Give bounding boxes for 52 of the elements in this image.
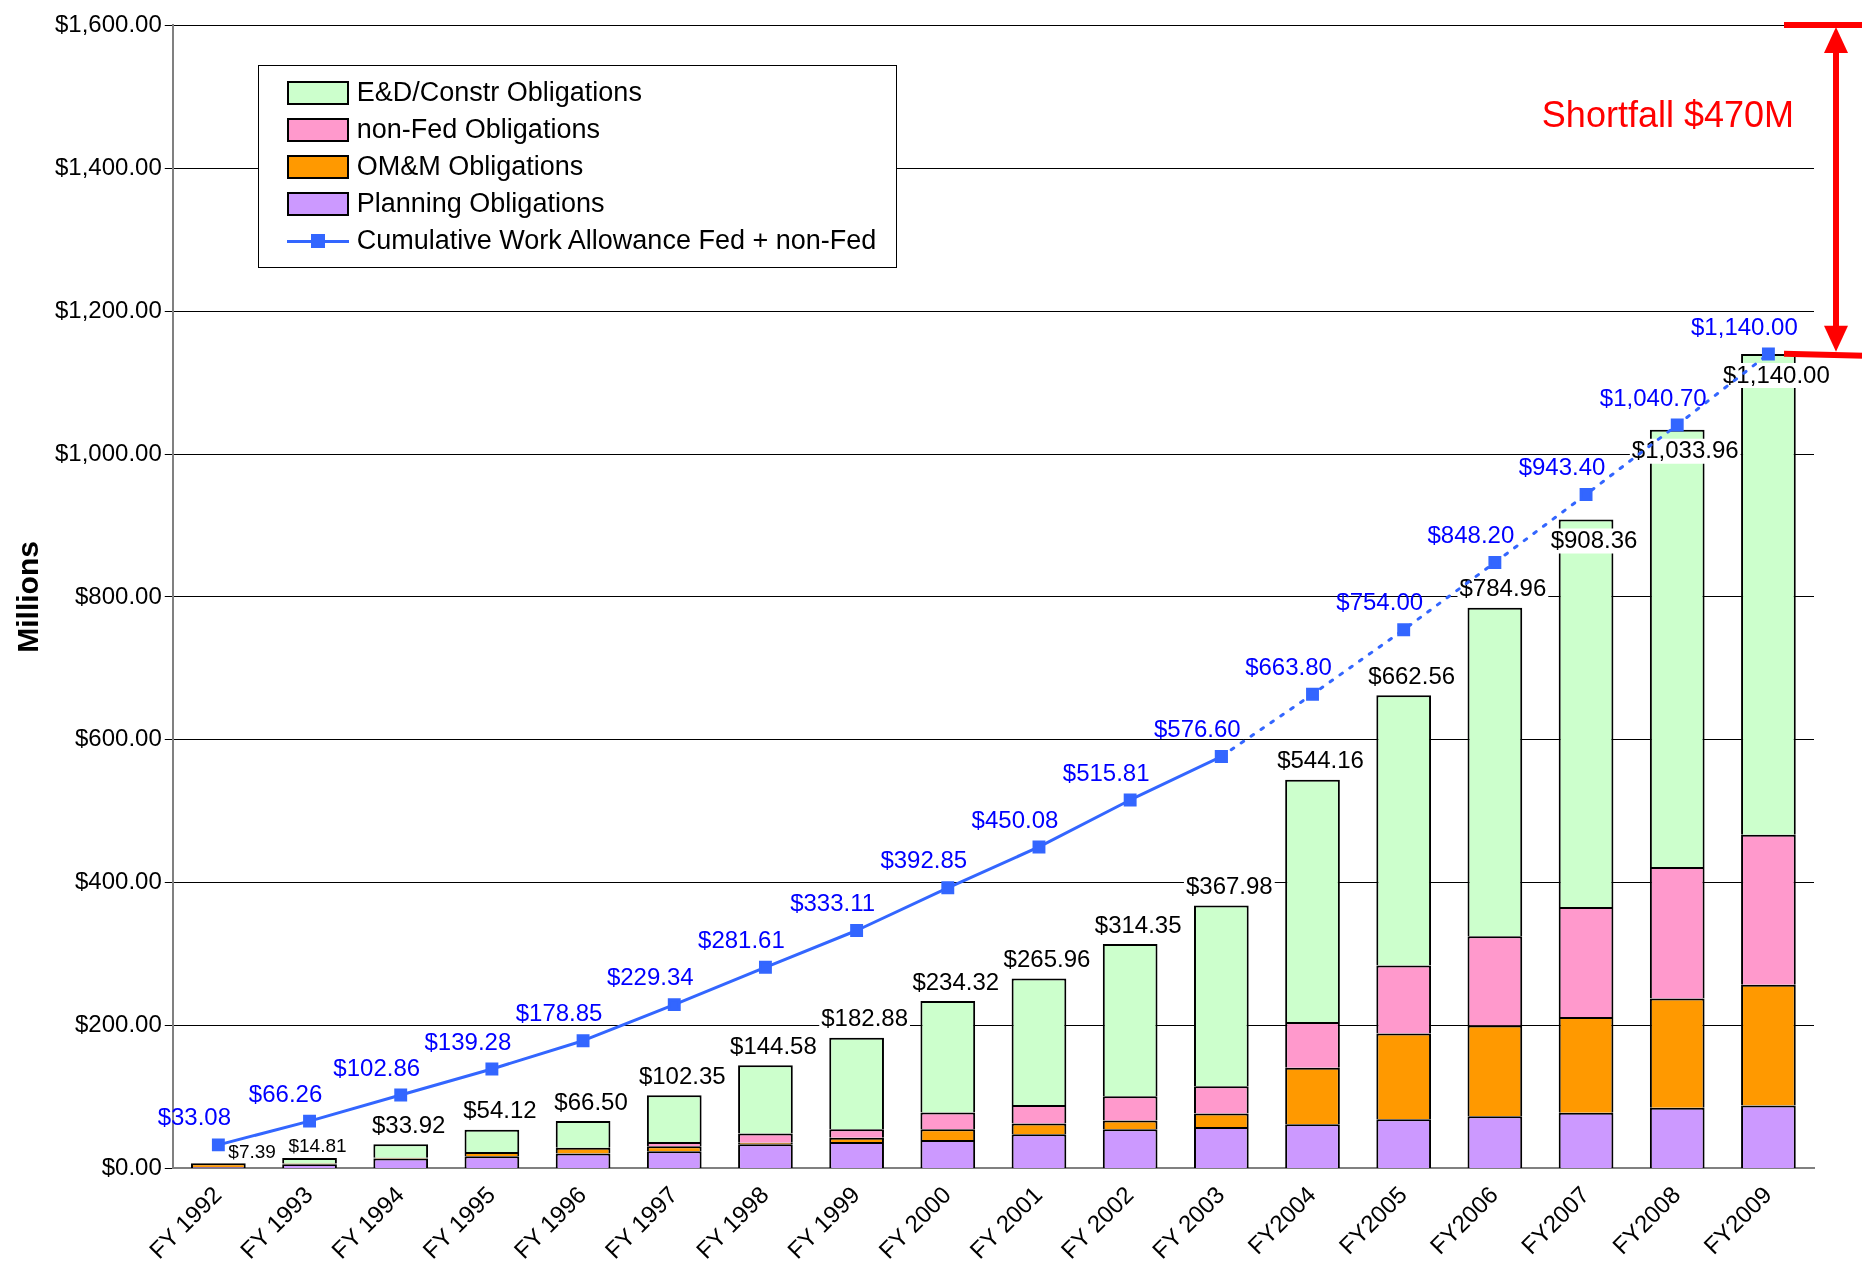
data-label: $281.61 xyxy=(698,925,785,953)
total-label: $265.96 xyxy=(1003,945,1091,973)
total-label: $144.58 xyxy=(730,1031,817,1059)
data-label: $576.60 xyxy=(1153,715,1241,743)
legend-label: Planning Obligations xyxy=(356,188,605,220)
legend-label: OM&M Obligations xyxy=(356,151,584,183)
data-label: $33.08 xyxy=(157,1103,232,1131)
total-label: $66.50 xyxy=(554,1087,628,1115)
total-label: $54.12 xyxy=(463,1096,537,1124)
annotation: Shortfall $470M xyxy=(1541,94,1794,136)
data-label: $102.86 xyxy=(333,1053,421,1081)
y-tick-label: $400.00 xyxy=(75,867,162,895)
data-label: $333.11 xyxy=(790,889,876,917)
total-label: $1,140.00 xyxy=(1723,360,1830,388)
total-label: $544.16 xyxy=(1277,746,1364,774)
data-label: $450.08 xyxy=(971,805,1059,833)
total-label: $234.32 xyxy=(912,967,1000,995)
total-label: $7.39 xyxy=(228,1141,276,1163)
total-label: $367.98 xyxy=(1185,872,1273,900)
total-label: $33.92 xyxy=(372,1110,446,1138)
data-label: $1,140.00 xyxy=(1691,312,1798,340)
y-tick-label: $1,600.00 xyxy=(54,10,162,38)
total-label: $14.81 xyxy=(288,1134,347,1156)
data-label: $139.28 xyxy=(424,1027,512,1055)
total-label: $1,033.96 xyxy=(1631,436,1739,464)
y-tick-label: $1,000.00 xyxy=(54,438,162,466)
y-tick-label: $0.00 xyxy=(101,1153,162,1181)
y-tick-label: $1,400.00 xyxy=(54,152,162,180)
total-label: $102.35 xyxy=(638,1061,726,1089)
legend-label: Cumulative Work Allowance Fed + non-Fed xyxy=(356,225,877,257)
y-tick-label: $1,200.00 xyxy=(54,295,162,323)
data-label: $663.80 xyxy=(1245,652,1332,680)
total-label: $784.96 xyxy=(1459,574,1547,602)
total-label: $662.56 xyxy=(1368,661,1456,689)
data-label: $229.34 xyxy=(606,963,694,991)
data-label: $178.85 xyxy=(515,999,603,1027)
data-label: $515.81 xyxy=(1062,758,1150,786)
total-label: $314.35 xyxy=(1094,910,1182,938)
total-label: $182.88 xyxy=(821,1004,908,1032)
legend-label: non-Fed Obligations xyxy=(356,114,600,146)
data-label: $943.40 xyxy=(1518,453,1606,481)
y-tick-label: $200.00 xyxy=(75,1010,162,1038)
data-label: $66.26 xyxy=(248,1079,323,1107)
data-label: $1,040.70 xyxy=(1599,383,1707,411)
total-label: $908.36 xyxy=(1550,526,1638,554)
legend-label: E&D/Constr Obligations xyxy=(356,77,642,109)
data-label: $754.00 xyxy=(1336,588,1424,616)
y-tick-label: $600.00 xyxy=(75,724,162,752)
data-label: $848.20 xyxy=(1427,521,1515,549)
data-label: $392.85 xyxy=(880,846,968,874)
y-axis-title: Millions xyxy=(11,541,45,653)
y-tick-label: $800.00 xyxy=(75,581,162,609)
